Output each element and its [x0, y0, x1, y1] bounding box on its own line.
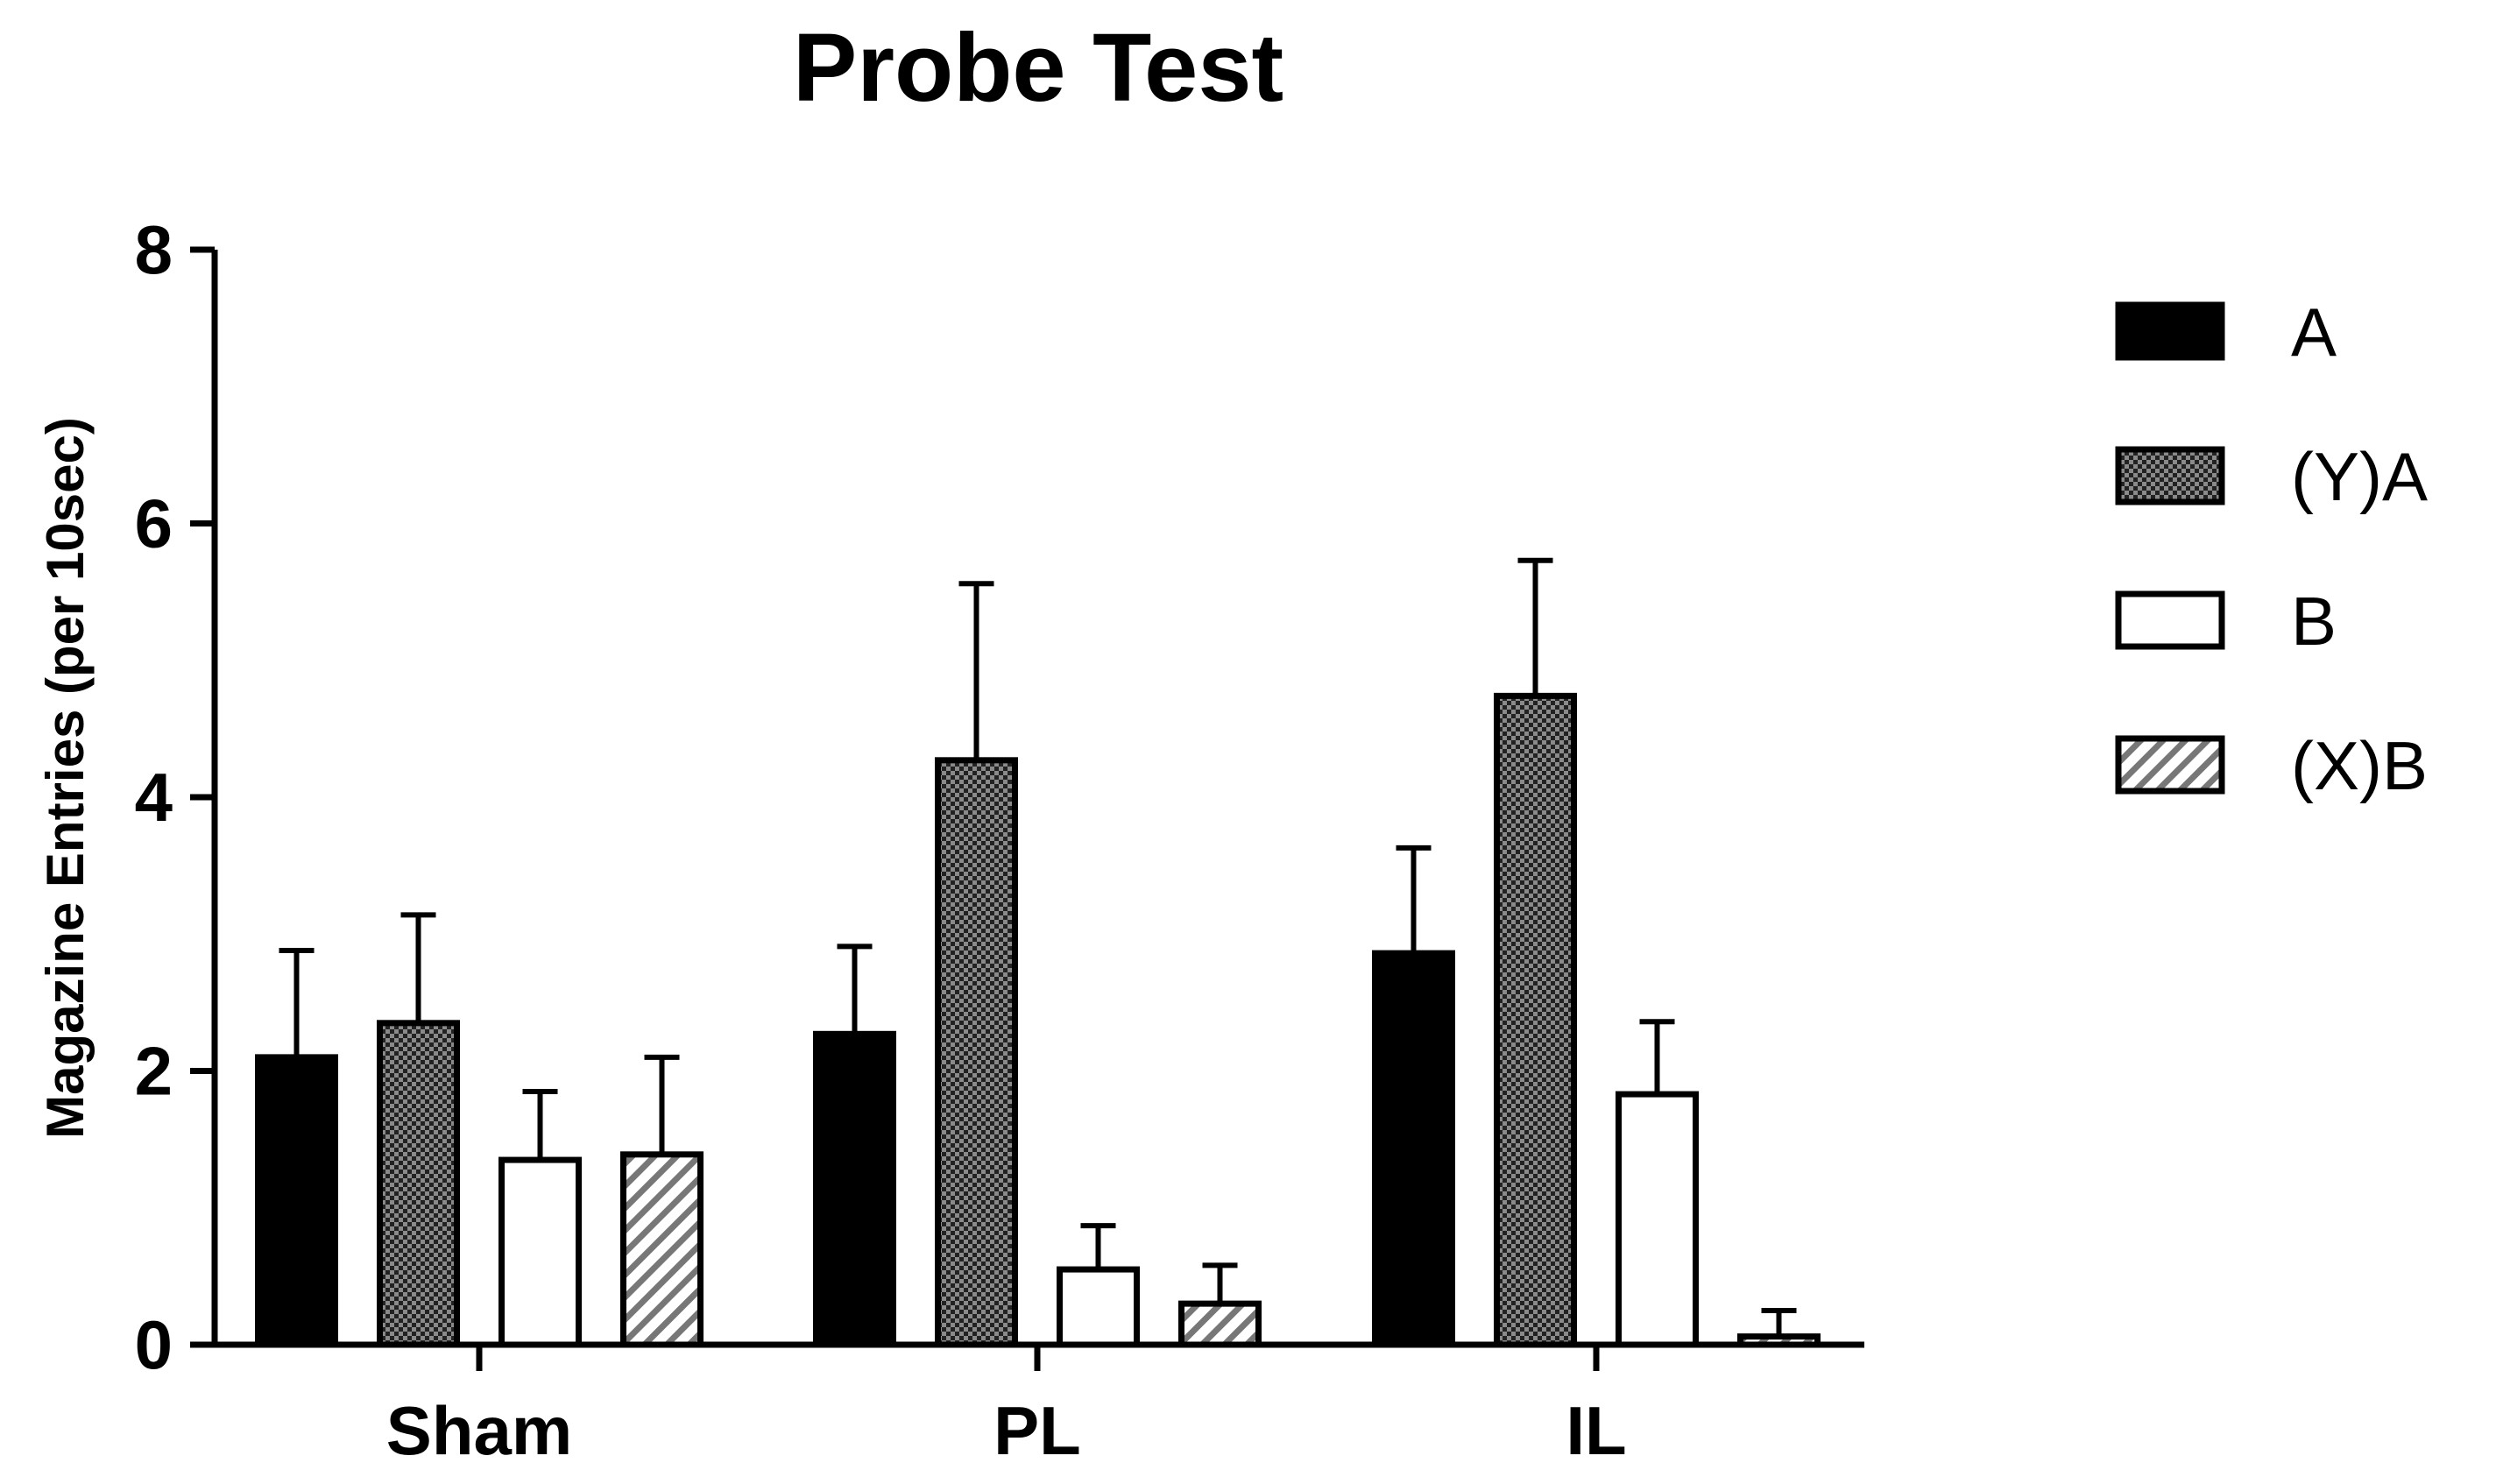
y-axis: 0 2 4 6 8 — [135, 211, 218, 1383]
bar-sham-a — [255, 1054, 338, 1348]
legend-label-ya: (Y)A — [2291, 438, 2428, 515]
x-tick-label-pl: PL — [993, 1392, 1081, 1469]
y-tick-label: 6 — [135, 485, 173, 562]
bar-sham-xb — [620, 1151, 704, 1348]
legend-swatch-a — [2115, 301, 2225, 361]
bar-il-b — [1616, 1091, 1699, 1348]
bar-il-ya — [1494, 692, 1577, 1348]
y-tick-label: 4 — [135, 759, 173, 836]
legend-label-b: B — [2291, 583, 2337, 660]
legend-label-a: A — [2291, 293, 2337, 371]
y-tick-label: 0 — [135, 1306, 173, 1383]
bar-pl-ya — [935, 757, 1018, 1348]
bar-sham-b — [498, 1156, 582, 1348]
legend-swatch-b — [2115, 590, 2225, 650]
legend-swatch-xb — [2115, 735, 2225, 795]
bar-pl-xb — [1178, 1300, 1262, 1348]
bar-pl-b — [1057, 1266, 1140, 1348]
plot-area — [255, 557, 1821, 1348]
x-tick-label-il: IL — [1566, 1392, 1626, 1469]
legend-swatch-ya — [2115, 446, 2225, 505]
x-tick-label-sham: Sham — [386, 1392, 572, 1469]
bar-sham-ya — [377, 1020, 460, 1348]
bar-il-a — [1372, 950, 1455, 1348]
bar-pl-a — [813, 1030, 896, 1348]
y-tick-label: 2 — [135, 1033, 173, 1110]
legend-label-xb: (X)B — [2291, 727, 2428, 804]
y-tick-label: 8 — [135, 211, 173, 288]
x-axis: Sham PL IL — [215, 1341, 1864, 1469]
legend: A (Y)A B (X)B — [2115, 293, 2428, 804]
y-axis-label: Magazine Entries (per 10sec) — [36, 417, 95, 1139]
chart-title: Probe Test — [793, 14, 1283, 122]
